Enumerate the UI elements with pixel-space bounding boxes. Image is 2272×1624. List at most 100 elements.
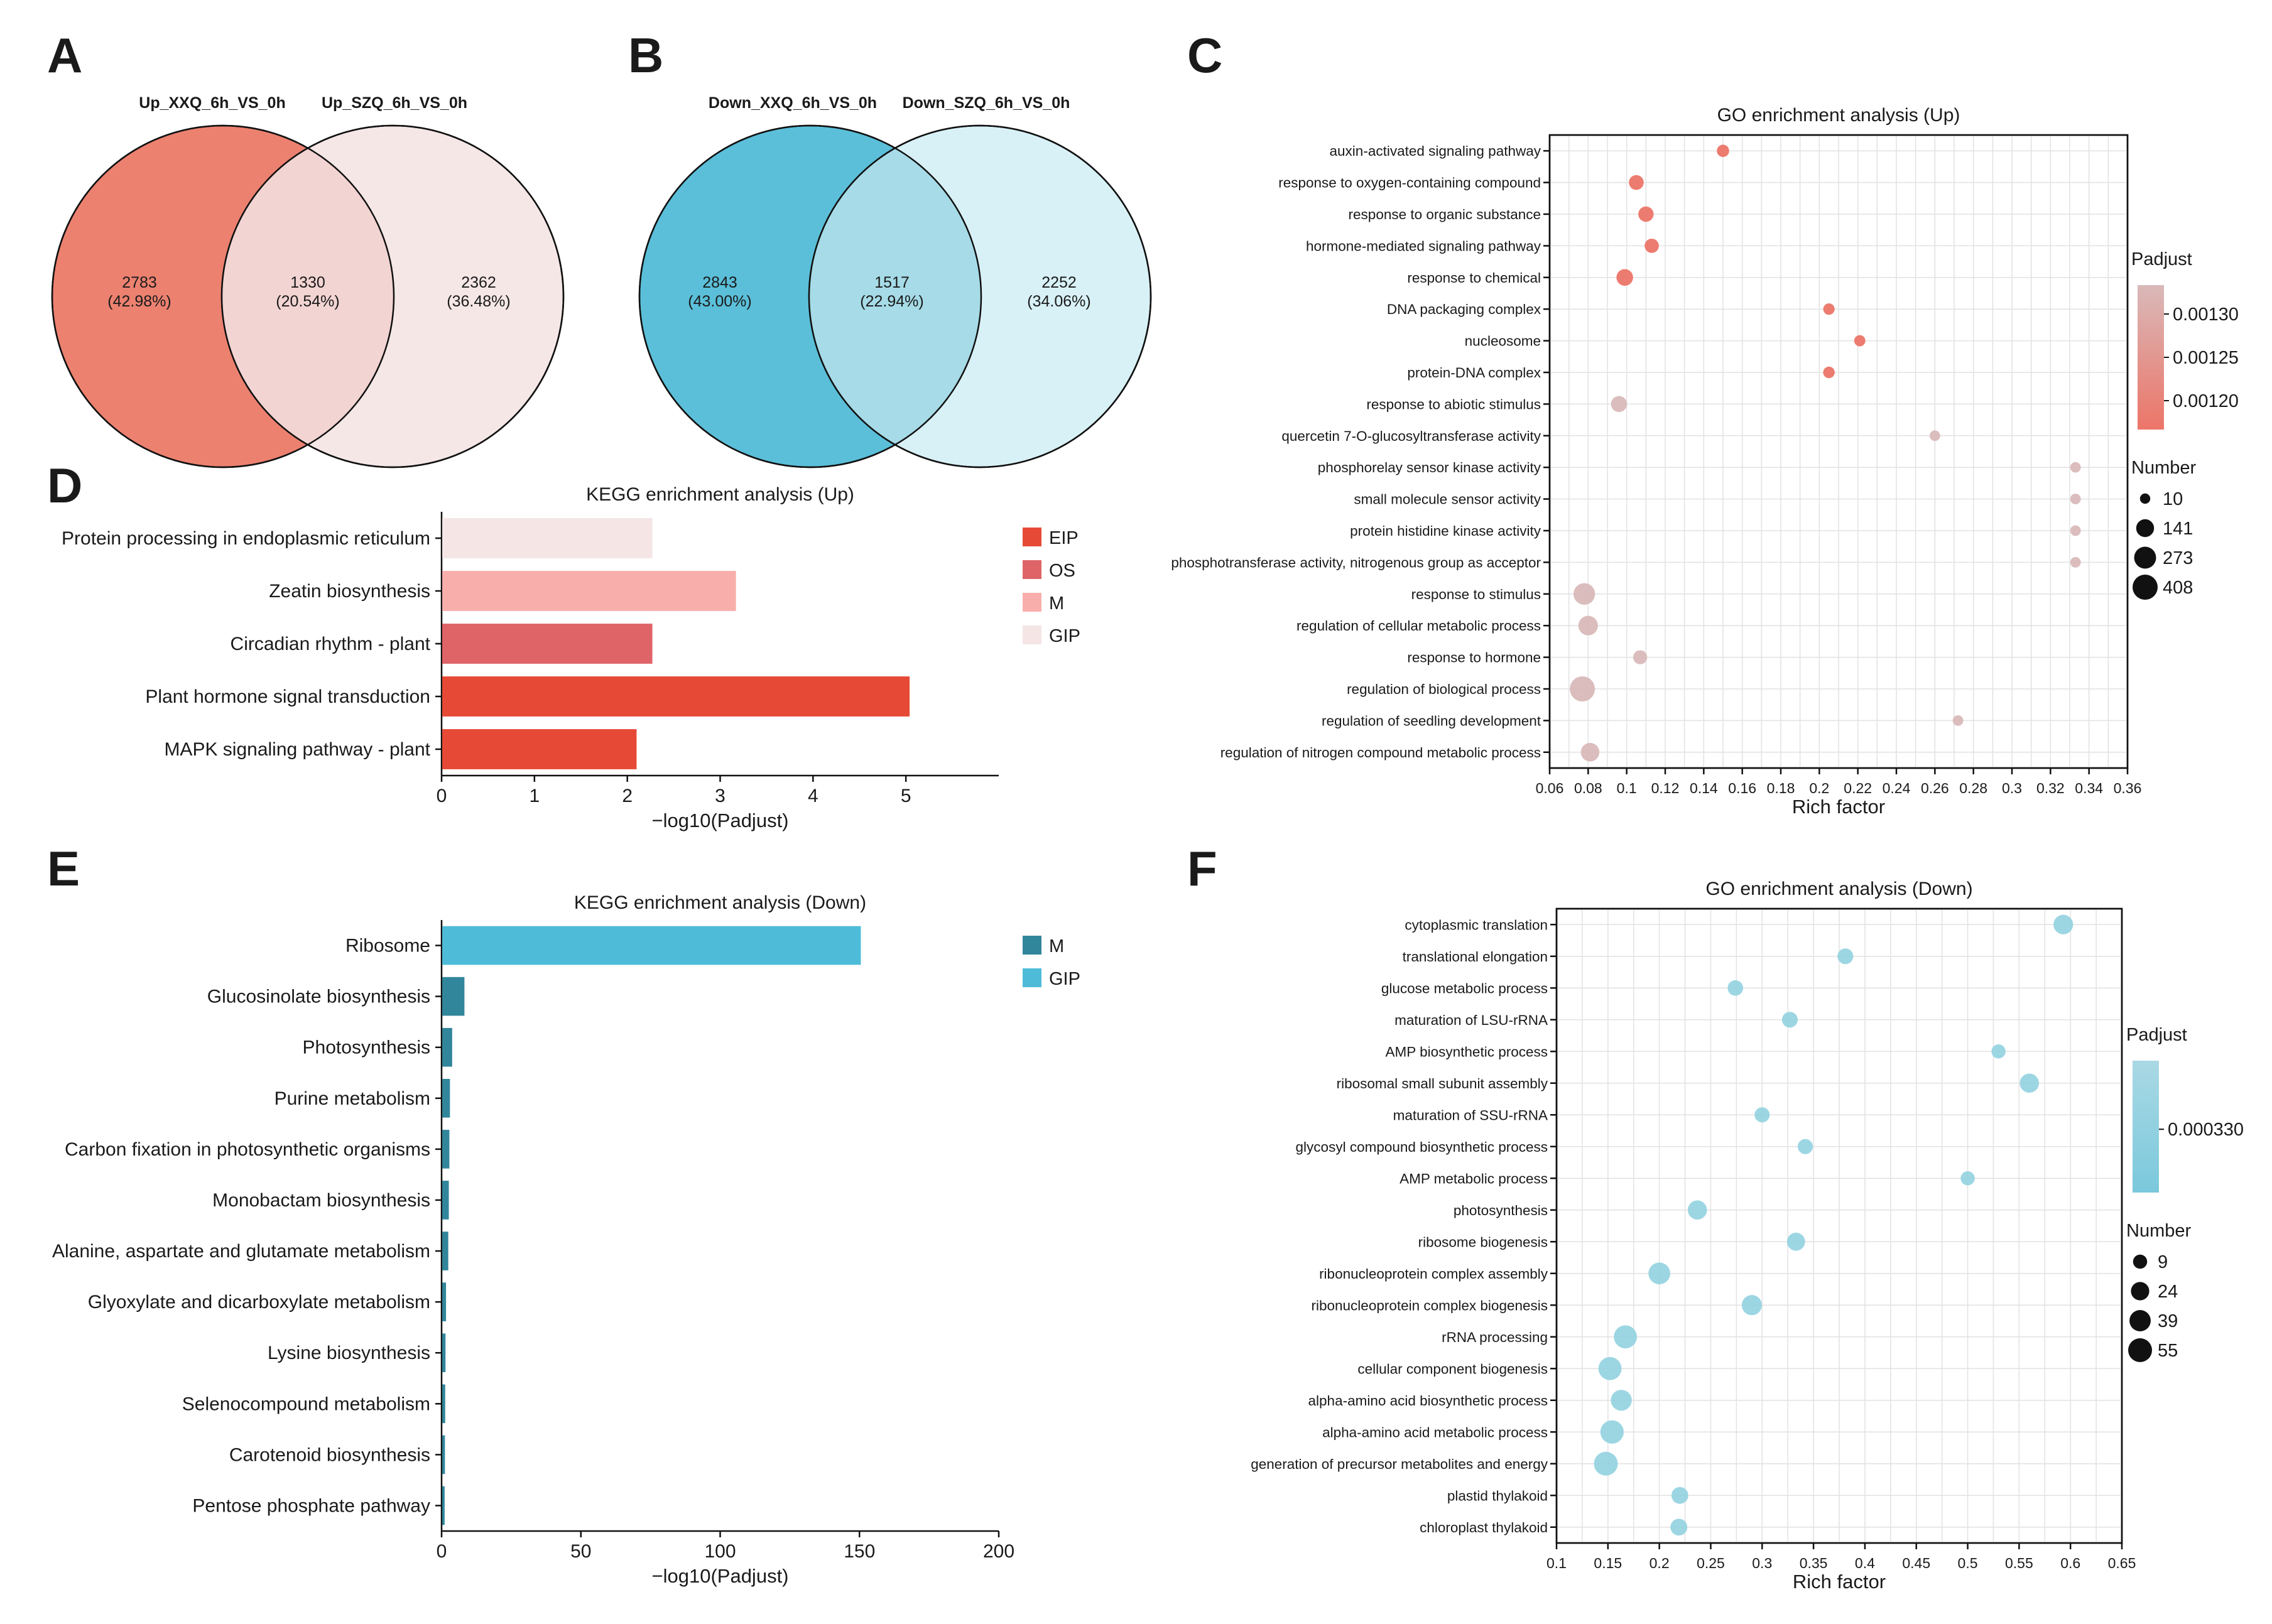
- chart-title: GO enrichment analysis (Down): [1705, 879, 1972, 899]
- category-label: Protein processing in endoplasmic reticu…: [62, 528, 430, 549]
- x-tick-label: 0: [437, 1541, 447, 1562]
- x-tick-label: 0.14: [1690, 780, 1718, 796]
- kegg-down-chart: KEGG enrichment analysis (Down) Ribosome G…: [52, 892, 1080, 1587]
- legend-swatch: [1023, 968, 1041, 987]
- size-legend-title: Number: [2126, 1221, 2191, 1241]
- colorbar-tick-label: 0.00130: [2173, 305, 2239, 325]
- x-tick-label: 0.16: [1728, 780, 1756, 796]
- size-legend-dot: [2129, 1310, 2151, 1331]
- venn-b-left-count: 2843: [702, 274, 737, 291]
- panel-letter-d: D: [47, 458, 82, 513]
- x-tick-label: 3: [715, 786, 726, 806]
- category-label: Carbon fixation in photosynthetic organi…: [65, 1139, 430, 1160]
- x-tick-label: 0.2: [1809, 780, 1829, 796]
- category-label: ribosome biogenesis: [1418, 1234, 1548, 1250]
- data-point: [1781, 1012, 1798, 1028]
- size-legend-dot: [2133, 575, 2158, 600]
- color-legend-title: Padjust: [2131, 249, 2192, 269]
- size-legend-dot: [2131, 1282, 2150, 1301]
- data-point: [1580, 743, 1600, 762]
- x-tick-label: 0.24: [1883, 780, 1911, 796]
- bar: [442, 977, 465, 1016]
- data-point: [2070, 556, 2081, 568]
- category-label: small molecule sensor activity: [1354, 492, 1541, 507]
- data-point: [1616, 269, 1633, 286]
- category-label: response to organic substance: [1349, 207, 1541, 222]
- category-label: Pentose phosphate pathway: [192, 1495, 430, 1516]
- category-label: hormone-mediated signaling pathway: [1306, 238, 1541, 254]
- legend-label: EIP: [1049, 528, 1079, 548]
- chart-title: GO enrichment analysis (Up): [1717, 105, 1960, 126]
- x-tick-label: 4: [808, 786, 818, 806]
- venn-a-overlap-pct: (20.54%): [276, 293, 339, 310]
- size-legend-label: 24: [2158, 1282, 2178, 1302]
- data-point: [2019, 1073, 2040, 1093]
- size-legend-label: 9: [2158, 1252, 2168, 1272]
- x-tick-label: 150: [844, 1541, 875, 1562]
- venn-a-right-count: 2362: [461, 274, 496, 291]
- size-legend-label: 39: [2158, 1311, 2178, 1331]
- data-point: [1929, 430, 1940, 441]
- data-point: [1952, 715, 1964, 726]
- category-label: response to stimulus: [1411, 587, 1541, 602]
- data-point: [1786, 1232, 1805, 1251]
- data-point: [1633, 650, 1648, 664]
- x-tick-label: 0.28: [1959, 780, 1987, 796]
- category-label: Zeatin biosynthesis: [269, 581, 430, 602]
- data-point: [1727, 980, 1744, 996]
- category-label: Glucosinolate biosynthesis: [207, 987, 430, 1007]
- data-point: [1611, 1390, 1632, 1411]
- colorbar: [2133, 1061, 2159, 1193]
- panel-letter-b: B: [628, 28, 663, 83]
- data-point: [1570, 676, 1595, 701]
- data-point: [1854, 335, 1866, 347]
- x-tick-label: 200: [983, 1541, 1014, 1562]
- x-tick-label: 100: [704, 1541, 736, 1562]
- x-tick-label: 0.12: [1651, 780, 1680, 796]
- category-label: quercetin 7-O-glucosyltransferase activi…: [1281, 428, 1541, 444]
- category-label: generation of precursor metabolites and …: [1251, 1456, 1548, 1472]
- data-point: [1823, 366, 1835, 379]
- legend-swatch: [1023, 625, 1041, 644]
- category-label: translational elongation: [1403, 949, 1548, 965]
- data-point: [1741, 1295, 1762, 1316]
- bar: [442, 1027, 452, 1067]
- category-label: plastid thylakoid: [1447, 1488, 1548, 1503]
- bar: [442, 926, 861, 965]
- data-point: [1671, 1486, 1688, 1504]
- panel-letter-a: A: [47, 28, 82, 83]
- bar: [442, 1078, 450, 1118]
- x-tick-label: 0.3: [2002, 780, 2022, 796]
- category-label: glycosyl compound biosynthetic process: [1296, 1139, 1548, 1155]
- venn-a-left-count: 2783: [122, 274, 157, 291]
- data-point: [1611, 396, 1628, 413]
- category-label: protein histidine kinase activity: [1350, 523, 1541, 539]
- x-tick-label: 0.32: [2036, 780, 2065, 796]
- data-point: [1598, 1356, 1622, 1380]
- bar: [442, 1232, 448, 1270]
- x-tick-label: 0.5: [1958, 1555, 1978, 1571]
- x-tick-label: 0.6: [2060, 1555, 2080, 1571]
- bar: [442, 624, 653, 664]
- legend-label: M: [1049, 936, 1064, 956]
- x-tick-label: 50: [570, 1541, 591, 1562]
- x-tick-label: 1: [529, 786, 540, 806]
- panel-letter-e: E: [47, 841, 80, 896]
- bar: [442, 1486, 445, 1525]
- data-point: [2053, 914, 2074, 934]
- category-label: Glyoxylate and dicarboxylate metabolism: [88, 1292, 430, 1313]
- category-label: Alanine, aspartate and glutamate metabol…: [52, 1241, 430, 1262]
- x-axis-label: −log10(Padjust): [652, 809, 789, 831]
- category-label: DNA packaging complex: [1387, 301, 1541, 317]
- size-legend-title: Number: [2131, 458, 2196, 478]
- category-label: maturation of LSU-rRNA: [1394, 1012, 1548, 1028]
- size-legend-dot: [2136, 519, 2155, 538]
- size-legend-label: 408: [2163, 578, 2193, 598]
- data-point: [1823, 303, 1835, 315]
- x-tick-label: 0.65: [2108, 1555, 2136, 1571]
- venn-b-right-pct: (34.06%): [1027, 293, 1090, 310]
- bar: [442, 1130, 450, 1169]
- category-label: Ribosome: [345, 936, 430, 956]
- category-label: phosphotransferase activity, nitrogenous…: [1171, 555, 1541, 570]
